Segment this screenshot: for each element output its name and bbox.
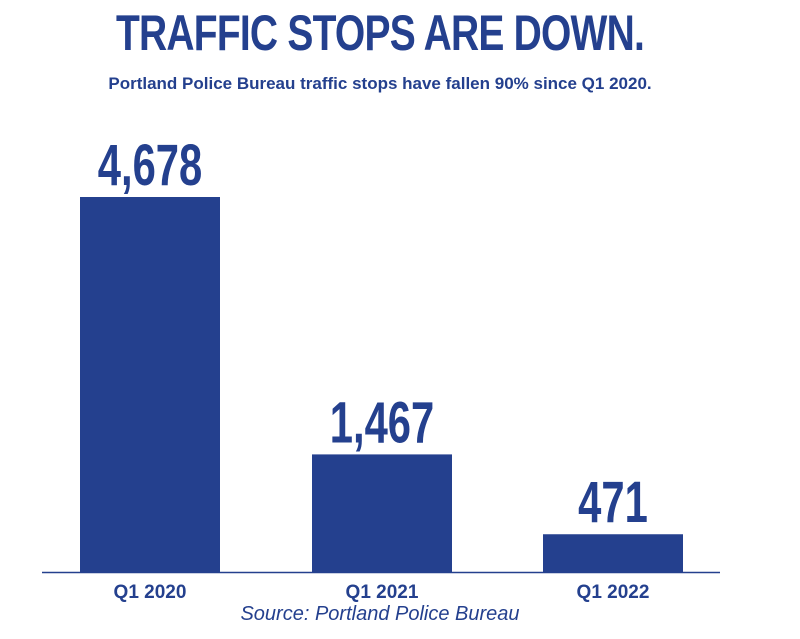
x-tick-label-q1-2022: Q1 2022 <box>577 582 650 603</box>
data-label-q1-2022: 471 <box>578 469 648 534</box>
source-note: Source: Portland Police Bureau <box>240 603 520 625</box>
chart-title: TRAFFIC STOPS ARE DOWN. <box>115 5 645 61</box>
x-tick-label-q1-2021: Q1 2021 <box>346 582 419 603</box>
chart-subtitle: Portland Police Bureau traffic stops hav… <box>108 74 652 93</box>
bar-q1-2022 <box>543 534 683 572</box>
data-label-q1-2020: 4,678 <box>98 132 202 197</box>
data-label-q1-2021: 1,467 <box>330 390 434 455</box>
bar-q1-2021 <box>312 454 452 572</box>
bar-q1-2020 <box>80 197 220 572</box>
x-tick-label-q1-2020: Q1 2020 <box>114 582 187 603</box>
